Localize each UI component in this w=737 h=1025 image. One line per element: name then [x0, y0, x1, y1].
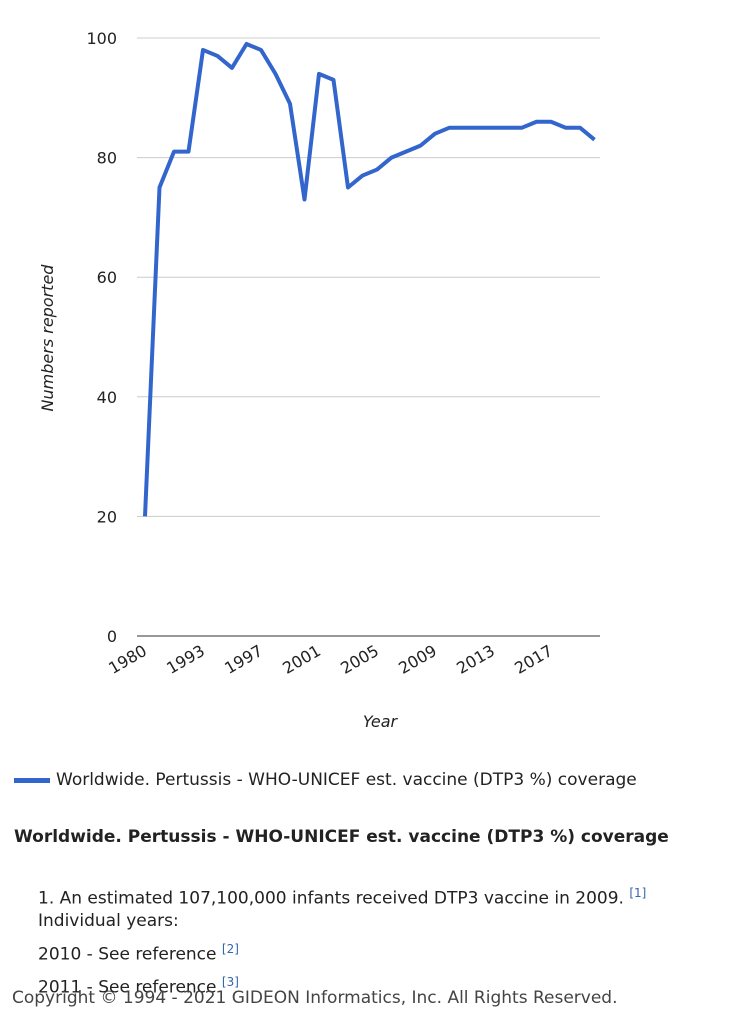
note: 2011 - See reference [3] — [38, 969, 646, 1001]
reference-link[interactable]: [2] — [221, 941, 239, 956]
x-tick-label: 1997 — [221, 641, 266, 678]
y-tick-label: 60 — [97, 268, 117, 287]
x-tick-label: 1993 — [163, 641, 208, 678]
note-text: 2010 - See reference — [38, 944, 217, 965]
note-text: 2011 - See reference — [38, 977, 217, 998]
note-text: 1. An estimated 107,100,000 infants rece… — [38, 888, 624, 909]
legend: Worldwide. Pertussis - WHO-UNICEF est. v… — [14, 770, 637, 790]
legend-label: Worldwide. Pertussis - WHO-UNICEF est. v… — [56, 770, 637, 790]
note: 1. An estimated 107,100,000 infants rece… — [38, 880, 646, 912]
y-tick-label: 80 — [97, 149, 117, 168]
y-tick-label: 0 — [107, 627, 117, 646]
x-axis-label: Year — [363, 712, 399, 731]
x-tick-label: 2001 — [279, 641, 324, 678]
legend-swatch — [14, 777, 50, 783]
y-tick-label: 40 — [97, 388, 117, 407]
reference-link[interactable]: [3] — [221, 975, 239, 990]
x-tick-label: 2005 — [337, 641, 382, 678]
chart: Year Numbers reported 0 20 40 60 80 100 1980 19… — [38, 29, 600, 731]
copyright: Copyright © 1994 - 2021 GIDEON Informati… — [12, 988, 618, 1008]
x-tick-label: 2009 — [395, 641, 440, 678]
data-line — [143, 41, 596, 517]
section-title: Worldwide. Pertussis - WHO-UNICEF est. v… — [14, 827, 669, 847]
notes: 1. An estimated 107,100,000 infants rece… — [38, 880, 646, 1001]
y-axis-label: Numbers reported — [38, 264, 57, 412]
x-tick-label: 1980 — [105, 641, 150, 678]
y-tick-label: 20 — [97, 507, 117, 526]
note-text: Individual years: — [38, 910, 179, 931]
note: 2010 - See reference [2] — [38, 936, 646, 968]
x-tick-label: 2017 — [511, 641, 556, 678]
x-tick-label: 2013 — [453, 641, 498, 678]
reference-link[interactable]: [1] — [629, 886, 647, 900]
y-tick-label: 100 — [86, 29, 117, 48]
